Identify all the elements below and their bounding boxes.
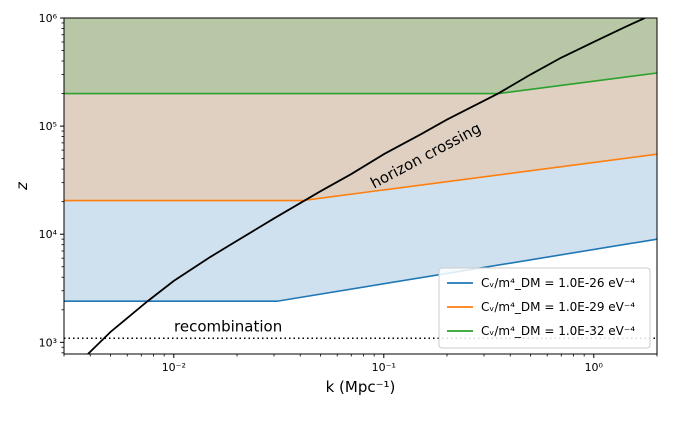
y-tick-label: 10⁶ <box>39 12 58 25</box>
axis-ticks: 10⁻² 10⁻¹ 10⁰ 10³ 10⁴ 10⁵ 10⁶ <box>39 12 658 374</box>
series-line-1 <box>64 238 658 303</box>
x-tick-label: 10⁰ <box>585 361 604 374</box>
shaded-regions <box>64 18 657 302</box>
legend-entry-2: Cᵥ/m⁴_DM = 1.0E-29 eV⁻⁴ <box>481 300 635 314</box>
y-tick-label: 10³ <box>39 336 57 349</box>
legend-box <box>438 267 651 349</box>
x-tick-label: 10⁻¹ <box>372 361 396 374</box>
y-axis-label: z <box>13 181 31 191</box>
y-tick-label: 10⁴ <box>39 228 58 241</box>
horizon-crossing-group <box>87 18 646 354</box>
legend-entry-3: Cᵥ/m⁴_DM = 1.0E-32 eV⁻⁴ <box>481 324 635 338</box>
recombination-label: recombination <box>174 317 282 335</box>
legend-entry-1: Cᵥ/m⁴_DM = 1.0E-26 eV⁻⁴ <box>481 276 635 290</box>
x-axis-label: k (Mpc⁻¹) <box>326 378 396 396</box>
legend: Cᵥ/m⁴_DM = 1.0E-26 eV⁻⁴ Cᵥ/m⁴_DM = 1.0E-2… <box>438 267 651 349</box>
horizon-crossing-curve <box>87 18 646 354</box>
x-tick-label: 10⁻² <box>162 361 186 374</box>
series-line-2 <box>64 153 658 202</box>
y-tick-label: 10⁵ <box>39 120 57 133</box>
plot-frame <box>63 17 658 355</box>
region-fill-3 <box>64 18 657 94</box>
